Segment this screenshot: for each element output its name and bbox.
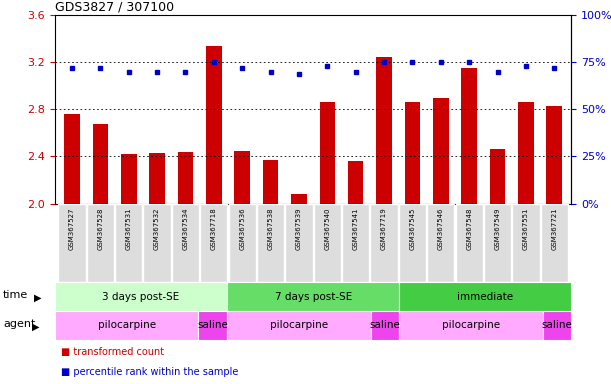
Text: immediate: immediate [457, 291, 513, 302]
Bar [227, 311, 370, 340]
Text: GSM367528: GSM367528 [97, 207, 103, 250]
Bar [206, 46, 222, 204]
Text: pilocarpine: pilocarpine [269, 320, 328, 331]
Bar [399, 204, 426, 282]
Bar [404, 103, 420, 204]
Text: 3 days post-SE: 3 days post-SE [103, 291, 180, 302]
Bar [512, 204, 540, 282]
Bar [427, 204, 455, 282]
Text: GSM367539: GSM367539 [296, 207, 302, 250]
Bar [227, 282, 399, 311]
Text: agent: agent [3, 319, 35, 329]
Text: GSM367536: GSM367536 [240, 207, 245, 250]
Bar [144, 204, 170, 282]
Bar [199, 311, 227, 340]
Bar [93, 124, 108, 204]
Text: GSM367540: GSM367540 [324, 207, 331, 250]
Text: GSM367532: GSM367532 [154, 207, 160, 250]
Text: ■ transformed count: ■ transformed count [61, 347, 164, 357]
Text: saline: saline [541, 320, 573, 331]
Text: saline: saline [197, 320, 228, 331]
Text: ■ percentile rank within the sample: ■ percentile rank within the sample [61, 367, 238, 377]
Bar [376, 56, 392, 204]
Text: GSM367527: GSM367527 [69, 207, 75, 250]
Text: GSM367545: GSM367545 [409, 207, 415, 250]
Bar [433, 98, 448, 204]
Bar [121, 154, 136, 204]
Bar [55, 311, 199, 340]
Bar [178, 152, 193, 204]
Bar [235, 151, 250, 204]
Bar [64, 114, 80, 204]
Bar [342, 204, 369, 282]
Bar [263, 160, 279, 204]
Text: GSM367546: GSM367546 [438, 207, 444, 250]
Text: GSM367534: GSM367534 [183, 207, 188, 250]
Text: GSM367541: GSM367541 [353, 207, 359, 250]
Bar [456, 204, 483, 282]
Bar [229, 204, 256, 282]
Bar [200, 204, 227, 282]
Text: ▶: ▶ [34, 293, 41, 303]
Bar [115, 204, 142, 282]
Text: GSM367718: GSM367718 [211, 207, 217, 250]
Bar [490, 149, 505, 204]
Text: 7 days post-SE: 7 days post-SE [274, 291, 352, 302]
Bar [172, 204, 199, 282]
Bar [348, 161, 364, 204]
Bar [87, 204, 114, 282]
Text: ▶: ▶ [32, 322, 39, 332]
Bar [484, 204, 511, 282]
Text: time: time [3, 290, 28, 300]
Text: GSM367721: GSM367721 [551, 207, 557, 250]
Bar [546, 106, 562, 204]
Bar [518, 103, 533, 204]
Bar [55, 282, 227, 311]
Bar [291, 194, 307, 204]
Text: pilocarpine: pilocarpine [98, 320, 156, 331]
Text: saline: saline [370, 320, 400, 331]
Text: pilocarpine: pilocarpine [442, 320, 500, 331]
Bar [59, 204, 86, 282]
Bar [399, 282, 571, 311]
Bar [541, 204, 568, 282]
Bar [285, 204, 313, 282]
Bar [543, 311, 571, 340]
Text: GSM367531: GSM367531 [126, 207, 132, 250]
Bar [320, 103, 335, 204]
Text: GSM367538: GSM367538 [268, 207, 274, 250]
Text: GSM367551: GSM367551 [523, 207, 529, 250]
Bar [257, 204, 284, 282]
Bar [461, 68, 477, 204]
Text: GSM367719: GSM367719 [381, 207, 387, 250]
Bar [370, 311, 399, 340]
Bar [370, 204, 398, 282]
Text: GDS3827 / 307100: GDS3827 / 307100 [55, 0, 174, 13]
Text: GSM367548: GSM367548 [466, 207, 472, 250]
Bar [313, 204, 341, 282]
Bar [399, 311, 543, 340]
Bar [149, 153, 165, 204]
Text: GSM367549: GSM367549 [494, 207, 500, 250]
